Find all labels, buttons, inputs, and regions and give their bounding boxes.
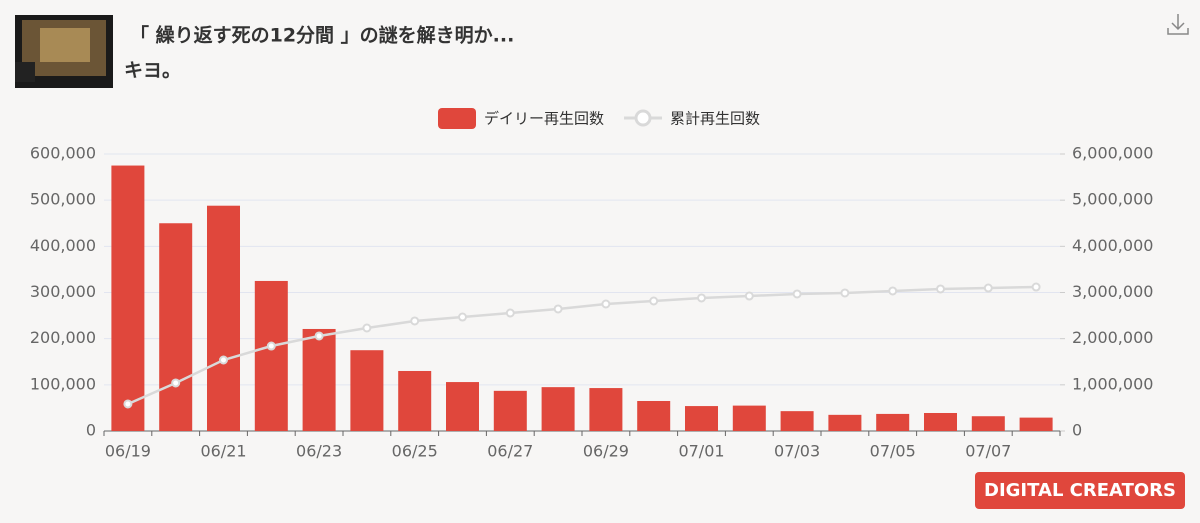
bar — [828, 414, 862, 431]
y-tick-label: 0 — [86, 421, 96, 440]
line-point — [362, 323, 372, 333]
y-tick-label: 500,000 — [30, 190, 96, 209]
bar — [876, 413, 910, 431]
line-point — [458, 312, 467, 322]
line-point — [840, 288, 850, 298]
bar — [589, 388, 623, 431]
bar — [924, 412, 957, 431]
bar — [732, 405, 766, 431]
line-point — [888, 286, 898, 296]
line-point — [171, 378, 181, 388]
line-point — [792, 289, 802, 299]
line-point — [553, 304, 563, 314]
bar — [685, 406, 718, 431]
thumbnail — [15, 15, 113, 88]
y-tick-label: 100,000 — [30, 374, 96, 393]
plot-area: 0 100,000 200,000 300,000 400,000 500,000 600,… — [30, 144, 1154, 461]
line-point — [744, 291, 754, 301]
legend-label: デイリー再生回数 — [484, 110, 604, 128]
logo-badge — [975, 472, 1185, 509]
line-point — [219, 355, 228, 365]
x-tick-label: 07/07 — [965, 442, 1011, 461]
bar — [637, 400, 671, 431]
legend-label: 累計再生回数 — [670, 110, 760, 128]
line-point — [601, 299, 611, 309]
line-point — [123, 399, 133, 409]
bar — [207, 205, 240, 431]
x-tick-label: 07/03 — [774, 442, 820, 461]
line-point — [314, 331, 324, 341]
line-point — [649, 296, 659, 306]
line-point — [266, 341, 276, 351]
x-tick-label: 06/25 — [392, 442, 438, 461]
bar — [446, 382, 479, 431]
line-point — [936, 284, 945, 294]
y2-tick-label: 6,000,000 — [1072, 144, 1153, 163]
legend: デイリー再生回数 累計再生回数 — [438, 108, 760, 129]
bar — [493, 390, 527, 431]
logo: DIGITAL CREATORS — [984, 480, 1176, 501]
bar — [254, 280, 288, 431]
y2-tick-label: 3,000,000 — [1072, 282, 1153, 301]
x-tick-label: 06/23 — [296, 442, 342, 461]
bar — [302, 328, 336, 431]
y2-tick-label: 5,000,000 — [1072, 190, 1153, 209]
video-title: 「 繰り返す死の12分間 」の謎を解き明か... — [130, 24, 514, 47]
line-point — [505, 308, 515, 318]
line — [127, 285, 1037, 406]
bar — [1019, 417, 1053, 431]
x-tick-label: 06/19 — [105, 442, 151, 461]
bar — [111, 165, 145, 431]
line-point — [1031, 282, 1041, 292]
x-tick-label: 06/27 — [487, 442, 533, 461]
y-tick-label: 200,000 — [30, 328, 96, 347]
legend-swatch — [438, 108, 476, 129]
y2-tick-label: 4,000,000 — [1072, 236, 1153, 255]
y2-tick-label: 0 — [1072, 421, 1082, 440]
bar — [971, 416, 1005, 431]
bar — [350, 350, 384, 431]
y-tick-label: 600,000 — [30, 144, 96, 163]
channel-name: キヨ。 — [124, 60, 181, 82]
line-point — [983, 283, 993, 293]
x-tick-label: 06/29 — [583, 442, 629, 461]
bar — [159, 223, 193, 431]
download-button[interactable] — [1167, 14, 1189, 35]
bar — [541, 387, 575, 431]
bar — [780, 411, 814, 431]
line-point — [410, 316, 420, 326]
y-tick-label: 400,000 — [30, 236, 96, 255]
x-tick-label: 07/01 — [678, 442, 724, 461]
y2-tick-label: 2,000,000 — [1072, 328, 1153, 347]
y2-tick-label: 1,000,000 — [1072, 374, 1153, 393]
x-tick-label: 06/21 — [200, 442, 246, 461]
y-tick-label: 300,000 — [30, 282, 96, 301]
x-tick-label: 07/05 — [870, 442, 916, 461]
line-point — [697, 293, 706, 303]
bar — [398, 370, 432, 431]
legend-swatch — [634, 109, 652, 127]
